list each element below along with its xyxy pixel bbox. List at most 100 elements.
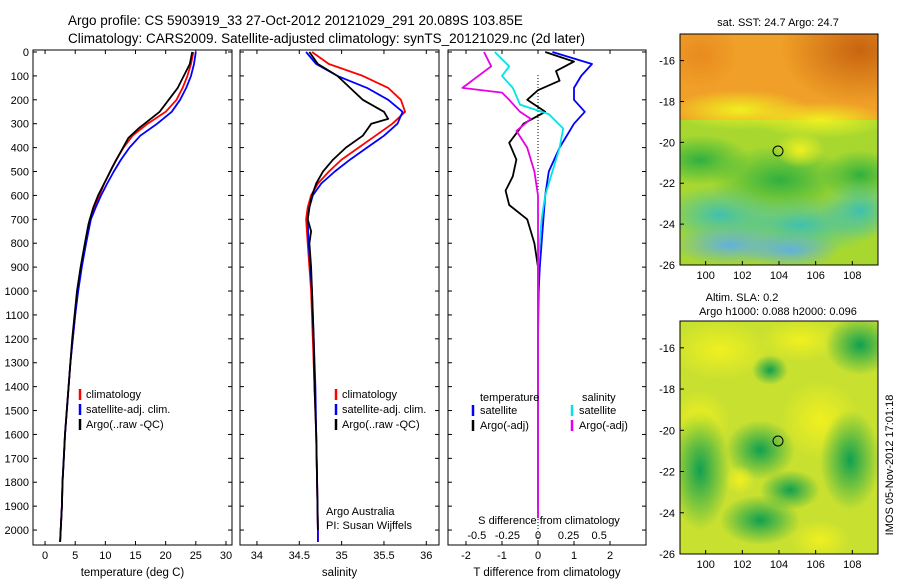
depth-tick-label: 100 bbox=[11, 71, 29, 83]
sla-map: Altim. SLA: 0.2 Argo h1000: 0.088 h2000:… bbox=[659, 292, 879, 571]
map-lon-tick-label: 106 bbox=[806, 270, 824, 282]
x-tick-label: 30 bbox=[220, 550, 232, 562]
x-tick-label: 10 bbox=[99, 550, 111, 562]
depth-tick-label: 900 bbox=[11, 262, 29, 274]
map-lat-tick-label: -18 bbox=[659, 384, 675, 396]
legend-label: Argo(-adj) bbox=[579, 420, 628, 432]
map-lat-tick-label: -22 bbox=[659, 467, 675, 479]
depth-tick-label: 2000 bbox=[5, 525, 29, 537]
sla-map-title-1: Altim. SLA: 0.2 bbox=[706, 292, 779, 304]
depth-tick-label: 1900 bbox=[5, 501, 29, 513]
legend-title-salinity: salinity bbox=[582, 392, 616, 404]
depth-tick-label: 1200 bbox=[5, 334, 29, 346]
map-lon-tick-label: 100 bbox=[696, 559, 714, 571]
map-lat-tick-label: -18 bbox=[659, 96, 675, 108]
salinity-panel: 34 34.5 35 35.5 36 salinity climatology satelli… bbox=[239, 49, 440, 579]
depth-tick-label: 300 bbox=[11, 119, 29, 131]
map-lat-tick-label: -20 bbox=[659, 425, 675, 437]
sst-map: sat. SST: 24.7 Argo: 24.7 100 102 104 106 10… bbox=[659, 17, 879, 282]
depth-tick-label: 1400 bbox=[5, 382, 29, 394]
depth-tick-label: 0 bbox=[23, 47, 29, 59]
depth-tick-label: 500 bbox=[11, 167, 29, 179]
legend-label: Argo(..raw -QC) bbox=[342, 419, 420, 431]
sst-map-argo-marker bbox=[772, 145, 784, 157]
top-x-tick-label: -0.5 bbox=[467, 530, 486, 542]
x-tick-label: 15 bbox=[129, 550, 141, 562]
series-line-argo-raw-qc- bbox=[306, 51, 390, 531]
series-line-argo-raw-qc- bbox=[59, 51, 194, 543]
x-tick-label: 34 bbox=[251, 550, 263, 562]
map-lat-tick-label: -26 bbox=[659, 549, 675, 561]
annotation-text: Argo Australia bbox=[326, 506, 395, 518]
x-tick-label: 35.5 bbox=[373, 550, 394, 562]
map-lat-tick-label: -24 bbox=[659, 219, 675, 231]
x-tick-label: 36 bbox=[420, 550, 432, 562]
sst-map-title: sat. SST: 24.7 Argo: 24.7 bbox=[717, 17, 839, 29]
legend-label: satellite bbox=[579, 405, 616, 417]
map-lat-tick-label: -26 bbox=[659, 260, 675, 272]
x-tick-label: 25 bbox=[190, 550, 202, 562]
difference-panel: -2 -1 0 1 2 T difference from climatology -0.5… bbox=[447, 49, 647, 579]
legend-label: satellite bbox=[480, 405, 517, 417]
x-axis-label: salinity bbox=[322, 567, 357, 579]
depth-tick-label: 1000 bbox=[5, 286, 29, 298]
depth-tick-label: 800 bbox=[11, 238, 29, 250]
legend-title-temperature: temperature bbox=[480, 392, 539, 404]
map-lon-tick-label: 108 bbox=[843, 559, 861, 571]
x-tick-label: 1 bbox=[571, 550, 577, 562]
panel-frame bbox=[239, 49, 440, 546]
map-lon-tick-label: 102 bbox=[733, 559, 751, 571]
map-lat-tick-label: -16 bbox=[659, 56, 675, 68]
top-x-tick-label: 0 bbox=[535, 530, 541, 542]
map-lat-tick-label: -24 bbox=[659, 508, 675, 520]
legend-label: satellite-adj. clim. bbox=[86, 404, 170, 416]
x-tick-label: -2 bbox=[461, 550, 471, 562]
x-tick-label: 0 bbox=[42, 550, 48, 562]
x-tick-label: 35 bbox=[335, 550, 347, 562]
map-lon-tick-label: 108 bbox=[843, 270, 861, 282]
depth-tick-label: 1300 bbox=[5, 358, 29, 370]
depth-tick-label: 700 bbox=[11, 214, 29, 226]
sla-map-argo-marker bbox=[772, 435, 784, 447]
top-x-tick-label: 0.25 bbox=[558, 530, 579, 542]
map-lon-tick-label: 106 bbox=[806, 559, 824, 571]
depth-tick-label: 1500 bbox=[5, 406, 29, 418]
side-stamp: IMOS 05-Nov-2012 17:01:18 bbox=[884, 395, 896, 536]
legend-label: climatology bbox=[86, 389, 142, 401]
series-line-argo-adj- bbox=[461, 51, 539, 519]
map-lon-tick-label: 104 bbox=[770, 270, 788, 282]
x-axis-label: T difference from climatology bbox=[473, 567, 620, 579]
panel-frame bbox=[32, 49, 233, 546]
x-tick-label: 20 bbox=[160, 550, 172, 562]
legend-label: satellite-adj. clim. bbox=[342, 404, 426, 416]
s-diff-label: S difference from climatology bbox=[478, 515, 620, 527]
legend-label: climatology bbox=[342, 389, 398, 401]
x-axis-label: temperature (deg C) bbox=[81, 567, 185, 579]
map-lon-tick-label: 104 bbox=[770, 559, 788, 571]
depth-tick-label: 200 bbox=[11, 95, 29, 107]
x-tick-label: -1 bbox=[497, 550, 507, 562]
x-tick-label: 5 bbox=[72, 550, 78, 562]
header-line-1: Argo profile: CS 5903919_33 27-Oct-2012 … bbox=[68, 13, 523, 28]
panel-frame bbox=[447, 49, 647, 546]
map-lon-tick-label: 102 bbox=[733, 270, 751, 282]
depth-tick-label: 1600 bbox=[5, 429, 29, 441]
header-line-2: Climatology: CARS2009. Satellite-adjuste… bbox=[68, 31, 585, 46]
map-lat-tick-label: -22 bbox=[659, 178, 675, 190]
annotation-text: PI: Susan Wijffels bbox=[326, 520, 412, 532]
depth-tick-label: 1700 bbox=[5, 453, 29, 465]
x-tick-label: 34.5 bbox=[289, 550, 310, 562]
depth-tick-label: 1100 bbox=[5, 310, 29, 322]
map-lon-tick-label: 100 bbox=[696, 270, 714, 282]
top-x-tick-label: -0.25 bbox=[495, 530, 520, 542]
sla-map-title-2: Argo h1000: 0.088 h2000: 0.096 bbox=[699, 306, 857, 318]
depth-tick-label: 1800 bbox=[5, 477, 29, 489]
temperature-panel: 0100200300400500600700800900100011001200… bbox=[5, 47, 233, 579]
depth-tick-label: 600 bbox=[11, 190, 29, 202]
top-x-tick-label: 0.5 bbox=[592, 530, 607, 542]
x-tick-label: 2 bbox=[607, 550, 613, 562]
map-lat-tick-label: -20 bbox=[659, 137, 675, 149]
map-lat-tick-label: -16 bbox=[659, 343, 675, 355]
legend-label: Argo(..raw -QC) bbox=[86, 419, 164, 431]
